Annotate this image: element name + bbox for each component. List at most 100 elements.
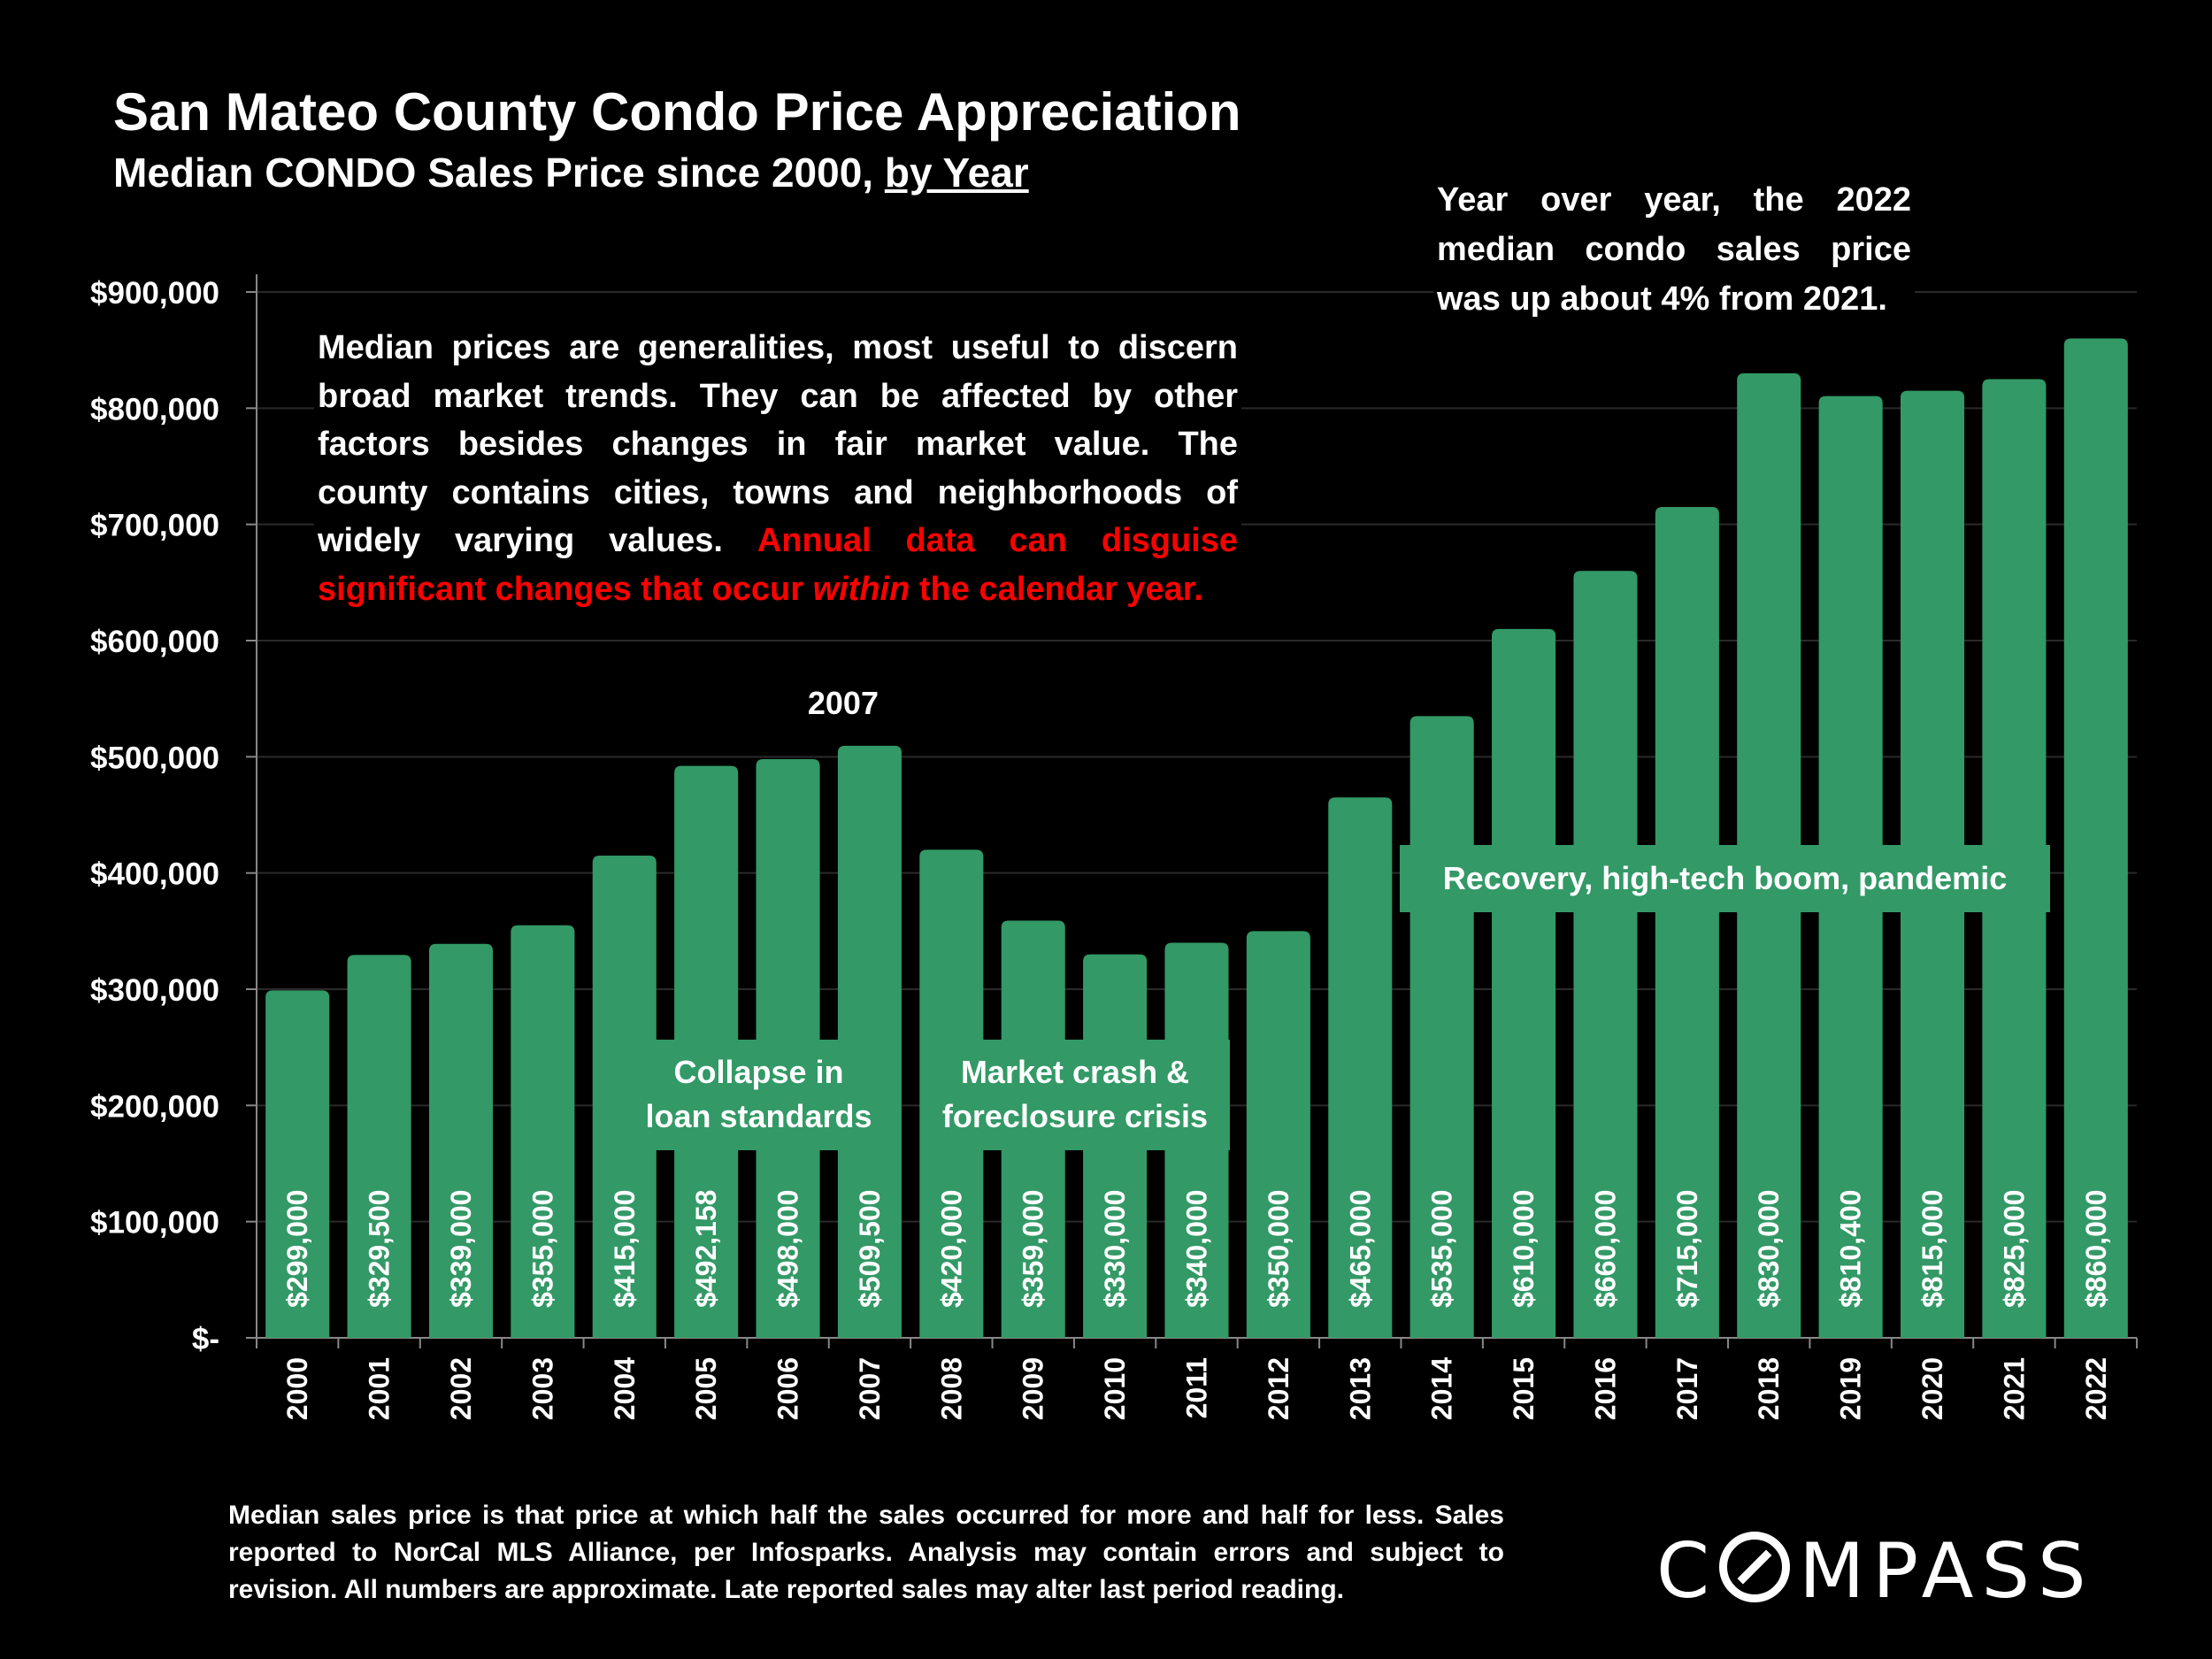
bar-2017 [1655,506,1719,1338]
footer-disclaimer: Median sales price is that price at whic… [228,1497,1504,1609]
data-label: $339,000 [445,1190,477,1308]
y-tick-label: $800,000 [90,392,219,426]
data-label: $498,000 [772,1190,804,1308]
x-tick-label: 2012 [1263,1357,1294,1420]
x-tick-label: 2014 [1426,1357,1458,1420]
logo-letters-rest: MPASS [1799,1527,2094,1616]
data-label: $359,000 [1018,1190,1049,1308]
crash-line-1: Market crash & [960,1054,1190,1090]
note-line-6-before: significant changes that occur [318,570,813,608]
note-line-5-white: widely varying values. [318,522,723,559]
y-tick-label: $300,000 [90,973,219,1008]
collapse-annotation: Collapse in loan standards [637,1040,880,1150]
subtitle-main: Median CONDO Sales Price since 2000, [113,150,885,196]
data-label: $355,000 [526,1190,558,1308]
x-tick-label: 2001 [364,1357,396,1420]
recovery-annotation: Recovery, high-tech boom, pandemic [1400,845,2050,912]
bar-2004 [592,855,657,1338]
collapse-line-2: loan standards [645,1098,872,1134]
data-label: $465,000 [1344,1190,1376,1308]
compass-logo: C MPASS [1656,1527,2094,1616]
data-label: $340,000 [1181,1190,1213,1308]
crash-line-2: foreclosure crisis [941,1098,1209,1134]
crash-annotation: Market crash & foreclosure crisis [920,1040,1230,1150]
note-line-3: factors besides changes in fair market v… [318,426,1238,463]
bar-2002 [428,943,494,1338]
x-tick-label: 2010 [1099,1357,1131,1420]
bar-2016 [1573,571,1638,1338]
bar-2015 [1492,628,1556,1338]
bar-2001 [347,955,411,1338]
x-tick-label: 2022 [2080,1357,2112,1420]
footer-line-1: Median sales price is that price at whic… [228,1501,1504,1530]
y-tick-label: $200,000 [90,1089,219,1124]
note-line-2: broad market trends. They can be affecte… [318,377,1238,415]
data-label: $715,000 [1671,1190,1703,1308]
subtitle-underlined: by Year [884,150,1029,196]
data-label: $330,000 [1099,1190,1131,1308]
x-tick-label: 2004 [609,1357,641,1420]
yoy-line-3: was up about 4% from 2021. [1437,280,1887,318]
x-tick-label: 2016 [1589,1357,1621,1420]
x-tick-label: 2009 [1018,1357,1049,1420]
x-tick-label: 2021 [1998,1357,2030,1420]
x-tick-label: 2015 [1508,1357,1540,1420]
note-line-6: significant changes that occur within th… [318,565,1238,614]
yoy-callout: Year over year, the 2022 median condo sa… [1433,175,1915,324]
data-label: $825,000 [1998,1190,2030,1308]
note-line-5: widely varying values. Annual data can d… [318,517,1238,565]
note-line-1: Median prices are generalities, most use… [318,329,1238,366]
y-tick-label: $100,000 [90,1206,219,1240]
bar-2003 [511,925,575,1338]
data-label: $509,500 [854,1190,886,1308]
x-tick-label: 2011 [1181,1357,1213,1418]
y-tick-label: $- [192,1322,219,1356]
data-label: $810,400 [1835,1190,1867,1308]
collapse-line-1: Collapse in [673,1054,844,1090]
note-line-6-italic: within [812,570,910,608]
footer-line-3: revision. All numbers are approximate. L… [228,1575,1344,1604]
data-label: $830,000 [1753,1190,1785,1308]
logo-letter-c: C [1656,1527,1718,1616]
data-label: $329,500 [364,1190,396,1308]
bar-2013 [1328,797,1393,1338]
data-label: $815,000 [1916,1190,1948,1308]
x-tick-label: 2008 [935,1357,967,1420]
y-tick-label: $900,000 [90,276,219,311]
x-tick-label: 2020 [1916,1357,1948,1420]
bar-2012 [1246,931,1310,1338]
x-tick-label: 2019 [1835,1357,1867,1420]
x-tick-label: 2003 [526,1357,558,1420]
data-label: $660,000 [1589,1190,1621,1308]
y-tick-label: $400,000 [90,857,219,892]
x-tick-label: 2005 [690,1357,722,1420]
data-label: $535,000 [1426,1190,1458,1308]
yoy-line-2: median condo sales price [1437,231,1911,268]
data-label: $415,000 [609,1190,641,1308]
data-label: $350,000 [1263,1190,1294,1308]
data-label: $610,000 [1508,1190,1540,1308]
bar-2022 [2063,338,2128,1338]
x-tick-label: 2006 [772,1357,804,1420]
y-tick-label: $500,000 [90,741,219,775]
y-tick-label: $600,000 [90,625,219,659]
median-note: Median prices are generalities, most use… [314,320,1241,617]
footer-line-2: reported to NorCal MLS Alliance, per Inf… [228,1538,1504,1567]
recovery-text: Recovery, high-tech boom, pandemic [1442,860,2008,896]
data-label: $492,158 [690,1190,722,1308]
x-tick-label: 2007 [854,1357,886,1420]
note-line-6-after: the calendar year. [910,570,1203,608]
chart-subtitle: Median CONDO Sales Price since 2000, by … [113,149,1029,196]
data-label: $420,000 [935,1190,967,1308]
note-line-4: county contains cities, towns and neighb… [318,473,1238,511]
x-tick-label: 2000 [281,1357,313,1420]
chart-title: San Mateo County Condo Price Appreciatio… [113,82,1241,142]
x-tick-label: 2017 [1671,1357,1703,1420]
data-label: $299,000 [281,1190,313,1308]
x-tick-label: 2013 [1344,1357,1376,1420]
y-tick-label: $700,000 [90,509,219,543]
data-label: $860,000 [2080,1190,2112,1308]
compass-o-icon [1719,1532,1791,1602]
peak-year-label: 2007 [808,685,879,721]
x-tick-label: 2018 [1753,1357,1785,1420]
